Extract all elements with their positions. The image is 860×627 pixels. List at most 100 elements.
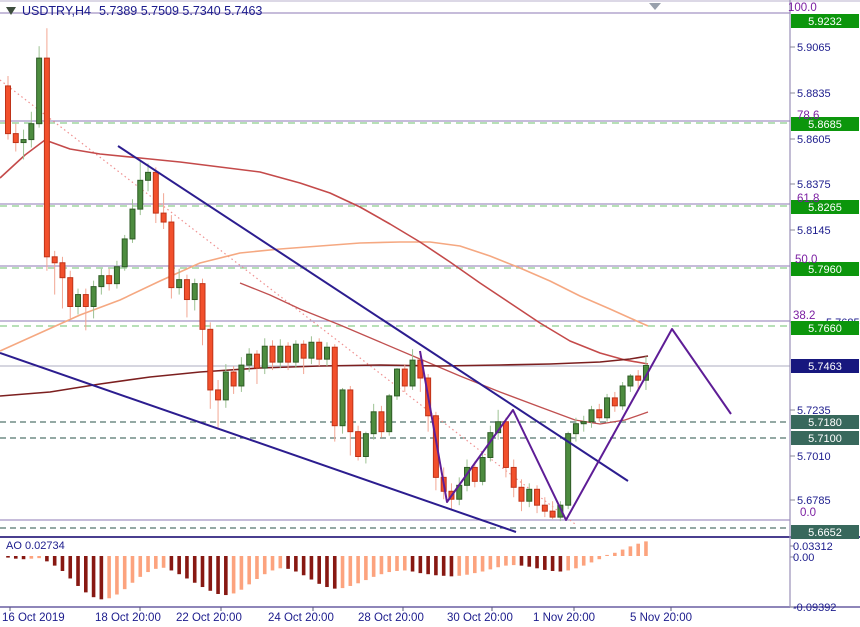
- candle-bearish: [331, 346, 338, 427]
- candle-bullish: [20, 139, 27, 144]
- price-box-label: 5.9232: [808, 16, 842, 28]
- candle-bearish: [51, 256, 58, 264]
- candle-bearish: [152, 171, 159, 214]
- ao-bar-up: [239, 556, 244, 590]
- price-box-label: 5.7960: [808, 264, 842, 276]
- ao-bar-down: [84, 556, 88, 593]
- candle-bullish: [145, 171, 152, 181]
- ao-bar-up: [605, 554, 609, 556]
- ao-bar-down: [434, 556, 438, 576]
- candle-bearish: [106, 275, 113, 285]
- chart-ohlc-values: 5.7389 5.7509 5.7340 5.7463: [99, 4, 263, 18]
- ao-bar-up: [356, 556, 360, 584]
- ao-bar-down: [558, 556, 563, 572]
- time-label: 22 Oct 20:00: [176, 612, 242, 624]
- ao-bar-down: [317, 556, 321, 584]
- ao-bar-down: [91, 556, 96, 598]
- candle-bearish: [269, 345, 276, 363]
- price-tick-label: 5.9065: [797, 42, 831, 54]
- price-box-label: 5.7180: [808, 417, 842, 429]
- time-label: 1 Nov 20:00: [533, 612, 595, 624]
- ao-bar-up: [262, 556, 267, 575]
- price-box-label: 5.8685: [808, 119, 842, 131]
- ao-bar-up: [589, 556, 594, 563]
- candle-bearish: [316, 341, 323, 360]
- price-box-teal: [791, 415, 859, 429]
- candle-bearish: [43, 57, 50, 258]
- candle-bearish: [541, 504, 548, 512]
- ao-bar-down: [309, 556, 314, 580]
- ao-bar-down: [45, 556, 49, 562]
- candle-bullish: [98, 275, 105, 288]
- candle-bearish: [300, 343, 307, 359]
- ao-bar-up: [146, 556, 150, 573]
- ma-maroon: [0, 355, 649, 397]
- ao-bar-up: [122, 556, 127, 590]
- candle-bearish: [355, 431, 362, 458]
- candle-bullish: [28, 123, 35, 141]
- price-tick-label: 5.8605: [797, 134, 831, 146]
- candle-bearish: [230, 371, 237, 387]
- price-tick-label: 5.8375: [797, 179, 831, 191]
- candle-bearish: [67, 277, 74, 307]
- ao-scale-label: 0.03312: [793, 541, 833, 553]
- price-tick-label: 5.7235: [797, 405, 831, 417]
- candle-bullish: [394, 368, 400, 397]
- ao-bar-up: [278, 556, 283, 569]
- ao-bar-up: [247, 556, 251, 585]
- ao-bar-down: [543, 556, 547, 570]
- ao-bar-up: [457, 556, 462, 576]
- ao-bar-down: [527, 556, 532, 567]
- ao-bar-down: [68, 556, 73, 579]
- candle-bullish: [362, 433, 369, 458]
- candle-bullish: [604, 397, 611, 419]
- zigzag-projection: [419, 328, 732, 521]
- candle-bullish: [90, 286, 97, 307]
- candle-bullish: [386, 395, 393, 433]
- candle-bearish: [518, 486, 525, 502]
- time-label: 18 Oct 20:00: [95, 612, 161, 624]
- ao-bar-up: [340, 556, 345, 589]
- price-box-label: 5.6652: [808, 527, 842, 539]
- price-box-label: 5.7100: [808, 433, 842, 445]
- ao-bar-up: [613, 552, 617, 556]
- candle-bearish: [432, 415, 439, 478]
- ao-bar-up: [231, 556, 236, 594]
- time-label: 24 Oct 20:00: [268, 612, 334, 624]
- candle-bullish: [222, 371, 229, 401]
- candle-bullish: [261, 345, 268, 369]
- price-box-navy: [791, 359, 859, 373]
- candle-bearish: [12, 133, 19, 144]
- price-box-teal: [791, 525, 859, 539]
- candle-bullish: [323, 346, 330, 360]
- ao-bar-down: [535, 556, 539, 569]
- price-box-green: [791, 200, 859, 214]
- ao-bar-down: [449, 556, 454, 577]
- ao-bar-up: [597, 556, 602, 560]
- candle-bullish: [246, 353, 253, 366]
- fib-level-label: 0.0: [800, 507, 816, 519]
- indicator-label: AO 0.02734: [6, 540, 65, 552]
- price-box-green: [791, 117, 859, 131]
- candle-bullish: [129, 208, 136, 240]
- time-label: 28 Oct 20:00: [358, 612, 424, 624]
- ao-bar-up: [379, 556, 384, 575]
- ao-bar-up: [37, 556, 41, 559]
- ao-bar-up: [371, 556, 376, 577]
- fib-level-label: 100.0: [788, 2, 817, 14]
- ao-bar-up: [488, 556, 493, 570]
- price-box-green: [791, 321, 859, 335]
- ao-bar-up: [270, 556, 275, 571]
- ao-bar-down: [216, 556, 220, 594]
- ao-bar-up: [636, 543, 640, 556]
- ao-bar-down: [60, 556, 65, 571]
- ao-bar-down: [76, 556, 80, 586]
- ao-scale-label: 0.00: [793, 552, 814, 564]
- candle-bullish: [627, 375, 634, 387]
- ao-bar-down: [332, 556, 337, 589]
- ao-bar-down: [6, 556, 10, 558]
- ao-bar-down: [224, 556, 228, 596]
- candle-bearish: [5, 85, 11, 135]
